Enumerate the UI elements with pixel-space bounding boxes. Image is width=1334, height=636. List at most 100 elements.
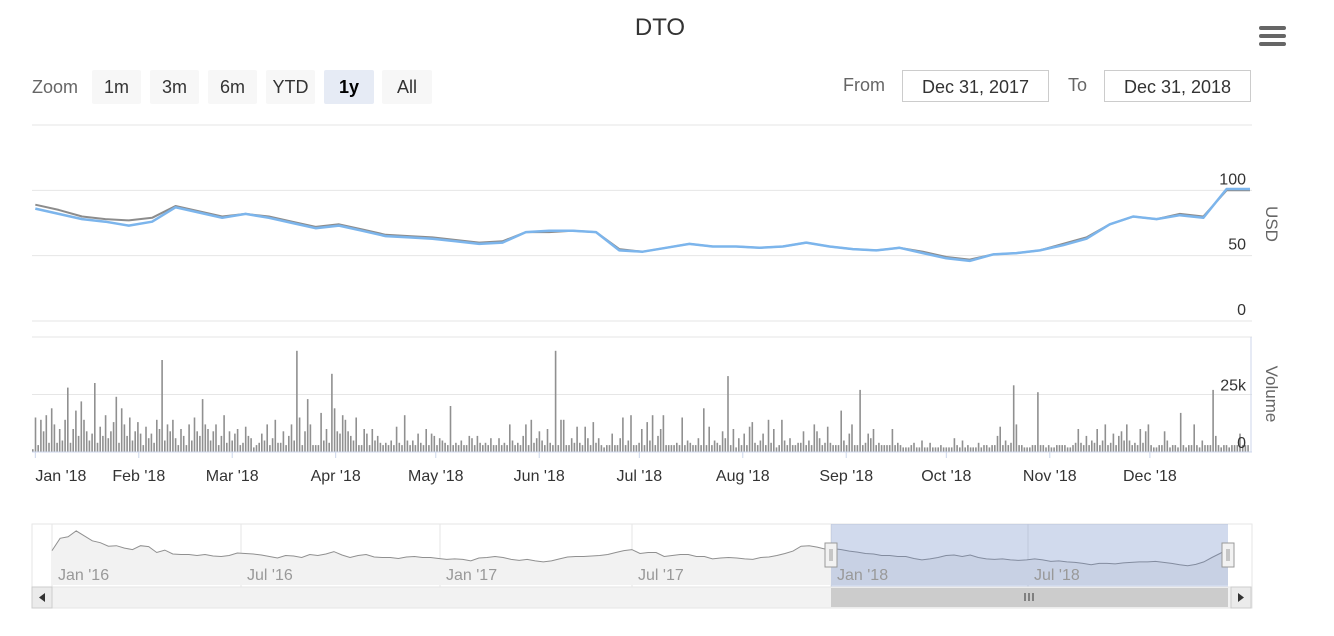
volume-bar — [522, 435, 524, 452]
navigator-selected-range[interactable] — [831, 524, 1228, 587]
volume-bar — [525, 424, 527, 452]
volume-bar — [1080, 442, 1082, 452]
volume-bar — [791, 445, 794, 452]
volume-bar — [509, 424, 511, 452]
volume-bar — [269, 445, 271, 452]
volume-bar — [808, 440, 810, 452]
volume-bar — [662, 415, 665, 452]
volume-bar — [597, 438, 600, 452]
volume-bar — [1204, 445, 1206, 452]
volume-bar — [910, 445, 913, 452]
volume-bar — [729, 445, 732, 452]
volume-bar — [622, 417, 624, 452]
scrollbar[interactable] — [31, 586, 1253, 609]
price-series-line-1 — [35, 187, 1250, 263]
volume-bar — [1166, 440, 1169, 452]
scroll-left-button[interactable] — [31, 586, 53, 609]
volume-bar — [347, 431, 349, 452]
hamburger-menu-icon[interactable] — [1259, 26, 1286, 48]
volume-bar — [635, 445, 638, 452]
x-tick-label: Jul '18 — [616, 468, 662, 485]
volume-bar — [1247, 445, 1249, 452]
volume-bar — [1215, 435, 1217, 452]
volume-bar — [915, 447, 918, 452]
volume-bar — [891, 429, 894, 452]
navigator-right-handle[interactable] — [1221, 542, 1235, 568]
volume-bar — [606, 445, 608, 452]
volume-bar — [368, 445, 371, 452]
navigator[interactable]: Jan '16 Jul '16 Jan '17 Jul '17 Jan '18 Jul '… — [31, 523, 1253, 588]
zoom-1m-button[interactable]: 1m — [92, 70, 141, 104]
volume-bar — [61, 440, 64, 452]
volume-bar — [261, 433, 263, 452]
volume-bar — [1061, 445, 1063, 452]
volume-bar — [746, 445, 748, 452]
volume-bar — [285, 445, 287, 452]
volume-bar — [476, 435, 479, 452]
zoom-6m-button[interactable]: 6m — [208, 70, 257, 104]
volume-bar — [678, 445, 681, 452]
volume-bar — [544, 445, 546, 452]
volume-bar — [123, 424, 126, 452]
volume-bar — [961, 440, 964, 452]
volume-bar — [417, 433, 419, 452]
volume-bar — [913, 442, 915, 452]
price-pane: 0 50 100 USD — [32, 124, 1281, 322]
volume-bar — [201, 399, 204, 452]
zoom-ytd-button[interactable]: YTD — [266, 70, 315, 104]
navigator-tick-label: Jan '17 — [446, 567, 497, 584]
volume-bar — [409, 445, 411, 452]
volume-bar — [775, 447, 778, 452]
chart-title: DTO — [634, 14, 686, 41]
zoom-1y-button[interactable]: 1y — [324, 70, 374, 104]
volume-bar — [541, 440, 543, 452]
volume-bar — [1147, 424, 1150, 452]
zoom-3m-button[interactable]: 3m — [150, 70, 199, 104]
volume-bar — [226, 442, 228, 452]
volume-bar — [765, 445, 767, 452]
volume-bar — [1115, 445, 1117, 452]
volume-bar — [484, 442, 487, 452]
volume-bar — [848, 433, 851, 452]
volume-bar — [1031, 445, 1034, 452]
volume-bar — [845, 445, 848, 452]
volume-bar — [366, 433, 368, 452]
volume-bar — [980, 447, 983, 452]
volume-bar — [1185, 447, 1187, 452]
volume-bar — [859, 389, 861, 452]
volume-bar — [465, 445, 468, 452]
from-date-input[interactable]: Dec 31, 2017 — [902, 70, 1049, 102]
volume-bar — [786, 445, 789, 452]
volume-bar — [1231, 445, 1233, 452]
volume-bar — [147, 438, 150, 452]
volume-bar — [1209, 445, 1212, 452]
volume-bar — [468, 435, 471, 452]
volume-bar — [533, 442, 535, 452]
volume-bar — [85, 431, 88, 452]
volume-bar — [1155, 447, 1158, 452]
volume-bar — [1150, 445, 1152, 452]
volume-bar — [328, 442, 330, 452]
volume-bar — [358, 445, 360, 452]
volume-bar — [1021, 445, 1023, 452]
volume-bar — [403, 415, 406, 452]
volume-bar — [244, 426, 247, 452]
volume-bar — [681, 417, 683, 452]
volume-bar — [444, 442, 446, 452]
volume-bar — [333, 408, 336, 452]
scroll-right-button[interactable] — [1230, 586, 1252, 609]
volume-bar — [1188, 445, 1190, 452]
zoom-all-button[interactable]: All — [382, 70, 432, 104]
volume-bar — [899, 445, 902, 452]
volume-bar — [393, 445, 395, 452]
to-date-input[interactable]: Dec 31, 2018 — [1104, 70, 1251, 102]
volume-bar — [422, 445, 425, 452]
volume-bar — [137, 422, 139, 452]
volume-bar — [969, 447, 972, 452]
navigator-left-handle[interactable] — [824, 542, 838, 568]
volume-bar — [398, 442, 401, 452]
volume-bar — [1171, 445, 1174, 452]
volume-bar — [188, 424, 190, 452]
volume-bar — [643, 445, 646, 452]
volume-bar — [247, 435, 250, 452]
